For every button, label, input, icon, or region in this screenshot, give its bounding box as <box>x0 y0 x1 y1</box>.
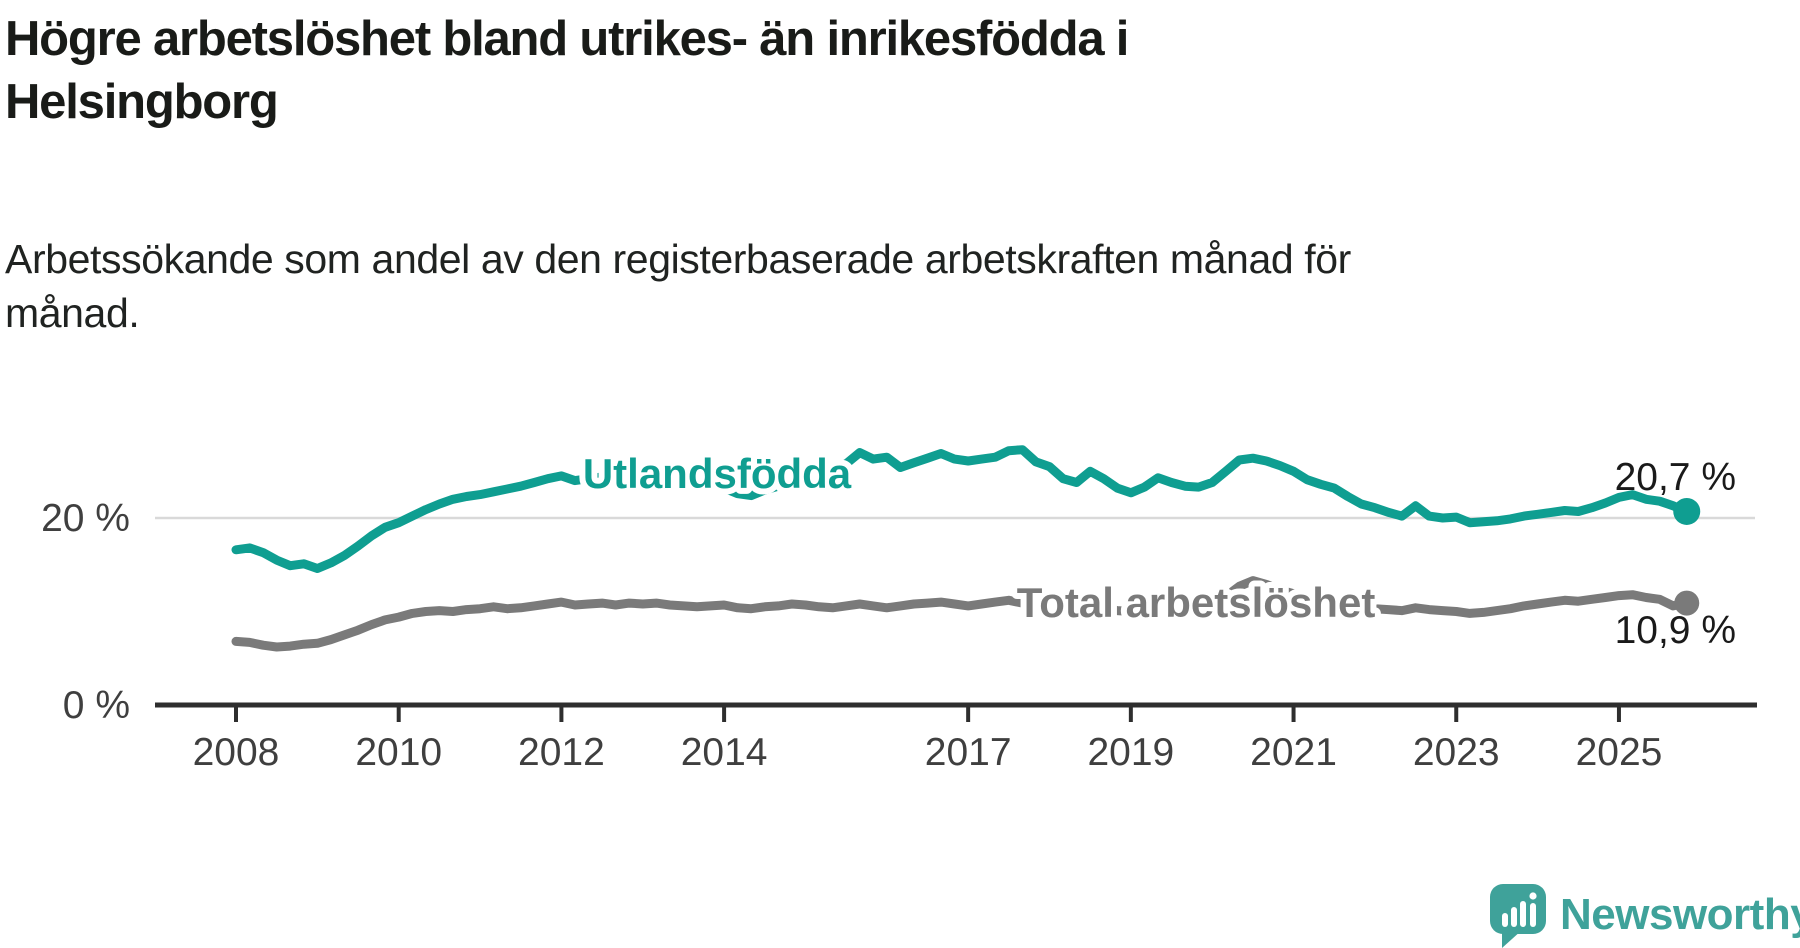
speech-bubble-tail <box>1502 930 1522 948</box>
series-label-total: Total arbetslöshet <box>1017 579 1376 626</box>
series-label-utlandsfodda: Utlandsfödda <box>583 450 852 497</box>
x-tick-label-2023: 2023 <box>1413 731 1500 774</box>
page-title: Högre arbetslöshet bland utrikes- än inr… <box>5 8 1129 134</box>
x-tick-label-2025: 2025 <box>1576 731 1663 774</box>
newsworthy-logo-text: Newsworthy <box>1560 890 1800 939</box>
title-line-1: Högre arbetslöshet bland utrikes- än inr… <box>5 12 1129 66</box>
end-dot-utlandsfodda <box>1673 497 1701 525</box>
chart-subtitle: Arbetssökande som andel av den registerb… <box>5 232 1351 340</box>
title-line-2: Helsingborg <box>5 75 279 129</box>
newsworthy-logo: Newsworthy <box>1490 884 1800 948</box>
series-line-utlandsfodda <box>231 445 1692 573</box>
x-tick-label-2019: 2019 <box>1087 731 1174 774</box>
x-tick-label-2010: 2010 <box>355 731 442 774</box>
x-tick-label-2008: 2008 <box>193 731 280 774</box>
end-value-label-total: 10,9 % <box>1615 609 1736 652</box>
y-tick-label-20: 20 % <box>41 497 130 540</box>
end-dot-total <box>1674 590 1700 616</box>
x-tick-label-2012: 2012 <box>518 731 605 774</box>
line-chart: 2008 2010 2012 2014 2017 2019 2021 2023 2025 0 % 2… <box>41 444 1757 774</box>
newsworthy-logo-icon <box>1490 884 1546 948</box>
x-tick-label-2014: 2014 <box>681 731 768 774</box>
subtitle-line-2: månad. <box>5 290 140 336</box>
x-tick-label-2017: 2017 <box>925 731 1012 774</box>
y-tick-label-0: 0 % <box>63 684 130 727</box>
subtitle-line-1: Arbetssökande som andel av den registerb… <box>5 236 1351 282</box>
end-value-label-utlandsfodda: 20,7 % <box>1615 456 1736 499</box>
x-tick-label-2021: 2021 <box>1250 731 1337 774</box>
series-line-total <box>231 576 1692 652</box>
